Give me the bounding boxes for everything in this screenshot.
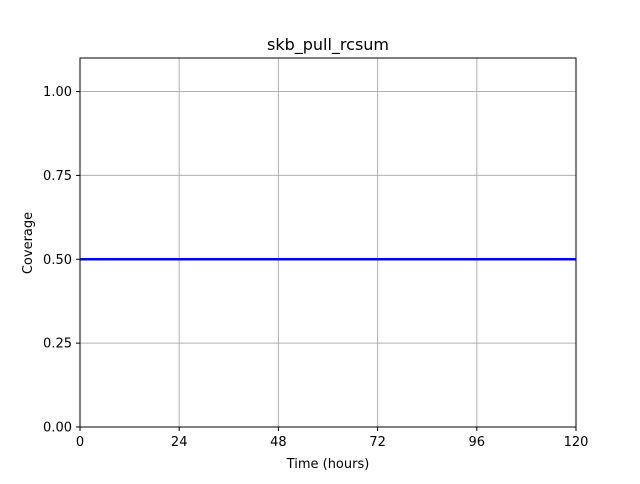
x-tick-label: 24: [171, 435, 188, 450]
x-tick-label: 96: [469, 435, 486, 450]
x-tick-label: 120: [564, 435, 589, 450]
y-tick-label: 0.25: [43, 337, 72, 352]
y-axis-label: Coverage: [21, 212, 36, 274]
x-tick-label: 48: [270, 435, 287, 450]
y-axis-ticks: 0.00 0.25 0.50 0.75 1.00: [43, 85, 80, 436]
y-tick-label: 1.00: [43, 85, 72, 100]
plot-frame: [79, 57, 577, 428]
y-tick-label: 0.00: [43, 421, 72, 436]
chart-title: skb_pull_rcsum: [267, 35, 389, 55]
y-tick-label: 0.50: [43, 253, 72, 268]
x-tick-label: 72: [369, 435, 386, 450]
x-axis-label: Time (hours): [286, 457, 370, 472]
x-tick-label: 0: [76, 435, 84, 450]
y-tick-label: 0.75: [43, 169, 72, 184]
x-axis-ticks: 0 24 48 72 96 120: [76, 427, 589, 450]
